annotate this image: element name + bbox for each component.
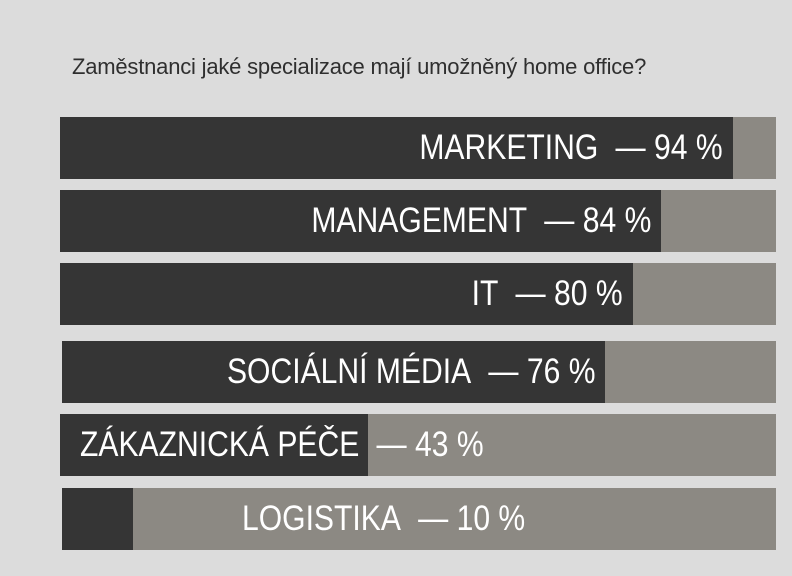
bar-row: ZÁKAZNICKÁ PÉČE — 43 % [0, 414, 792, 476]
category-label: LOGISTIKA [242, 499, 401, 538]
bar-row: MANAGEMENT — 84 % [0, 190, 792, 252]
bar [62, 341, 605, 403]
value-label: — 84 % [544, 201, 652, 240]
chart-title: Zaměstnanci jaké specializace mají umožn… [72, 54, 647, 79]
value-label: — 94 % [615, 128, 723, 167]
bar-row: SOCIÁLNÍ MÉDIA — 76 % [0, 341, 792, 403]
bar-label: IT — 80 % [472, 263, 623, 325]
value-label: — 80 % [515, 274, 623, 313]
bar-label: LOGISTIKA — 10 % [242, 488, 525, 550]
bar-label: MANAGEMENT — 84 % [311, 190, 651, 252]
category-label: IT [471, 274, 499, 313]
bar-row: MARKETING — 94 % [0, 117, 792, 179]
bar-label: SOCIÁLNÍ MÉDIA — 76 % [227, 341, 595, 403]
bar-row: IT — 80 % [0, 263, 792, 325]
bar [60, 190, 661, 252]
bar [62, 488, 133, 550]
bar-label: MARKETING — 94 % [419, 117, 722, 179]
category-label: ZÁKAZNICKÁ PÉČE [80, 425, 360, 464]
value-label: — 10 % [418, 499, 526, 538]
bar [60, 414, 368, 476]
bar [60, 117, 733, 179]
bar [60, 263, 633, 325]
value-label: — 43 % [376, 425, 484, 464]
bar-label: ZÁKAZNICKÁ PÉČE — 43 % [80, 414, 484, 476]
bar-track [62, 488, 776, 550]
bar-row: LOGISTIKA — 10 % [0, 488, 792, 550]
category-label: MARKETING [419, 128, 599, 167]
category-label: MANAGEMENT [311, 201, 528, 240]
category-label: SOCIÁLNÍ MÉDIA [226, 352, 472, 391]
value-label: — 76 % [488, 352, 596, 391]
